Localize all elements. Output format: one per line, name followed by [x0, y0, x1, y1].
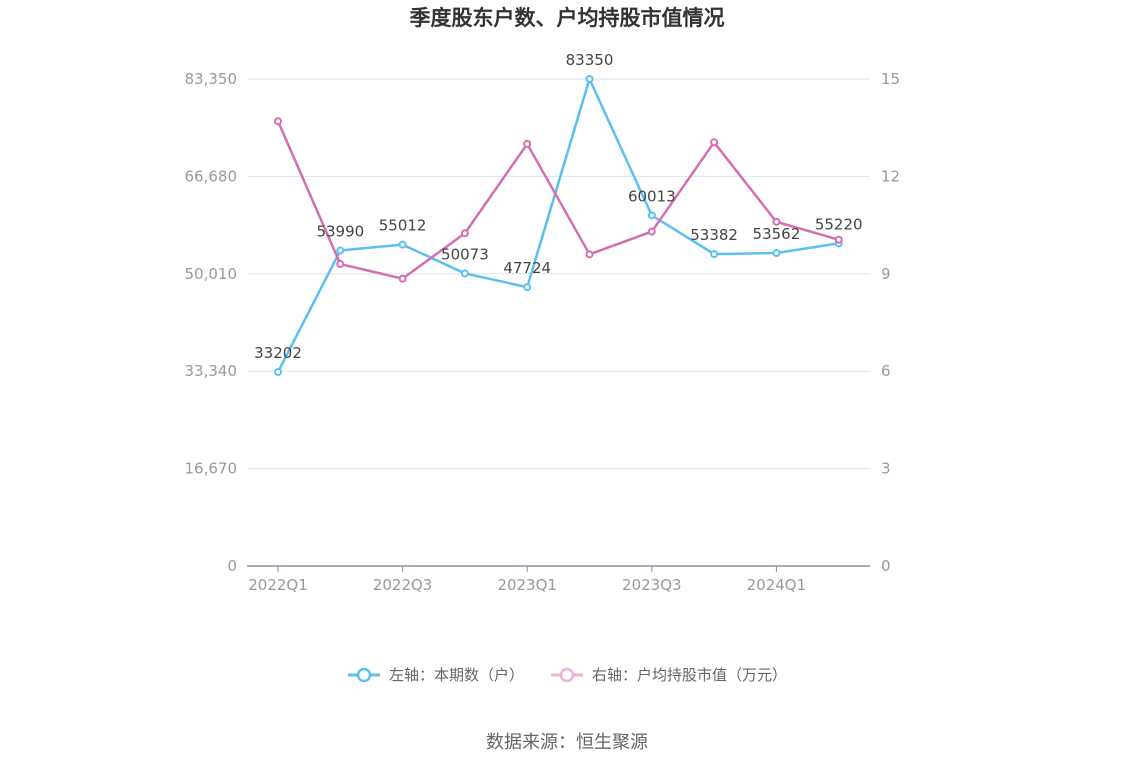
grid-lines [247, 78, 870, 470]
legend-label-left-series: 左轴：本期数（户） [388, 666, 524, 684]
data-label: 83350 [566, 51, 614, 69]
legend-item-right-series[interactable]: 右轴：户均持股市值（万元） [550, 664, 787, 685]
data-label: 53990 [316, 223, 364, 241]
axes: 0 0 16,670 3 33,340 6 50,010 9 66,680 12 83,350 15 2… [185, 70, 901, 594]
data-label: 55220 [815, 215, 863, 233]
y-left-tick-label: 16,670 [185, 460, 238, 478]
series-point-right [834, 235, 843, 244]
data-source: 数据来源：恒生聚源 [486, 732, 648, 753]
legend: 左轴：本期数（户） 右轴：户均持股市值（万元） [0, 664, 1134, 685]
data-label: 33202 [254, 344, 302, 362]
y-right-tick-label: 9 [881, 265, 891, 283]
y-left-tick-label: 66,680 [185, 167, 238, 185]
x-tick-label: 2023Q3 [622, 576, 682, 594]
legend-line-circle-icon [551, 667, 583, 682]
y-left-tick-label: 83,350 [185, 70, 238, 88]
series-point-left [772, 249, 781, 258]
series-point-right [710, 138, 719, 147]
series-point-right [772, 217, 781, 226]
data-label: 53562 [753, 225, 801, 243]
legend-line-circle-icon [347, 667, 380, 682]
series-point-right [274, 117, 282, 126]
series-point-right [585, 250, 594, 259]
x-tick-label: 2022Q3 [373, 576, 433, 594]
series-line-right [276, 120, 840, 280]
x-tick-label: 2024Q1 [747, 576, 807, 594]
series-point-left [398, 240, 407, 249]
series-point-left [460, 269, 469, 278]
data-label: 47724 [503, 259, 551, 277]
line-chart: 0 0 16,670 3 33,340 6 50,010 9 66,680 12 83,350 15 2… [185, 51, 901, 594]
series-point-left [523, 283, 532, 292]
series-point-left [274, 368, 282, 377]
chart-title: 季度股东户数、户均持股市值情况 [409, 6, 725, 30]
legend-item-left-series[interactable]: 左轴：本期数（户） [347, 664, 524, 685]
data-labels: 33202 53990 55012 50073 47724 83350 60013 53382… [254, 51, 862, 362]
y-right-tick-label: 12 [881, 167, 900, 185]
data-label: 55012 [379, 217, 427, 235]
x-tick-label: 2022Q1 [248, 576, 308, 594]
y-right-tick-label: 15 [881, 70, 900, 88]
series-point-left [336, 246, 345, 255]
y-right-tick-label: 6 [881, 362, 891, 380]
series-point-left [585, 75, 594, 83]
y-left-tick-label: 33,340 [185, 362, 238, 380]
series-point-right [336, 260, 345, 269]
y-right-tick-label: 0 [881, 557, 891, 575]
data-label: 53382 [690, 226, 738, 244]
series-line-left [276, 77, 839, 373]
legend-label-right-series: 右轴：户均持股市值（万元） [592, 666, 788, 684]
data-label: 60013 [628, 187, 676, 205]
series-point-right [647, 227, 656, 236]
x-tick-label: 2023Q1 [497, 576, 557, 594]
series-point-left [647, 211, 656, 220]
series-layer [274, 75, 843, 377]
series-point-right [398, 274, 407, 283]
series-point-right [460, 229, 469, 238]
y-right-tick-label: 3 [881, 460, 891, 478]
y-left-tick-label: 0 [227, 557, 237, 575]
series-point-left [710, 250, 719, 259]
series-point-right [523, 139, 532, 148]
data-label: 50073 [441, 245, 489, 263]
y-left-tick-label: 50,010 [185, 265, 238, 283]
